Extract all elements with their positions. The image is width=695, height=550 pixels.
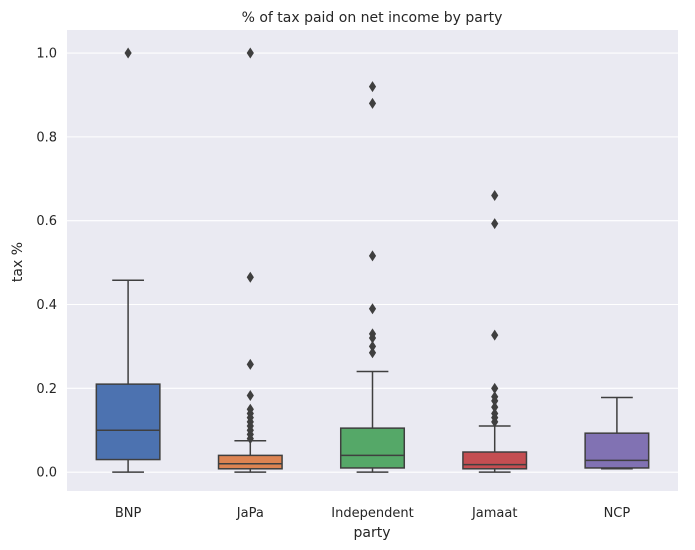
outlier-point — [368, 250, 377, 262]
y-tick-label: 0.4 — [36, 298, 57, 313]
outlier-point — [368, 332, 377, 344]
outlier-point — [491, 329, 499, 341]
outlier-point — [491, 395, 499, 407]
outlier-point — [246, 47, 254, 59]
y-tick-labels: 0.0 0.2 0.4 0.6 0.8 1.0 — [36, 47, 57, 481]
box-group — [217, 47, 283, 473]
x-tick-label: Jamaat — [471, 506, 518, 521]
x-axis-label: party — [354, 525, 391, 541]
outlier-point — [491, 416, 499, 428]
outlier-point — [246, 271, 254, 283]
box-group — [95, 47, 161, 473]
x-tick-labels: BNP JaPa Independent Jamaat NCP — [115, 506, 631, 521]
outlier-point — [246, 433, 254, 445]
outlier-point — [124, 47, 132, 59]
outlier-point — [246, 389, 254, 401]
outlier-point — [491, 190, 499, 202]
outlier-point — [246, 358, 254, 370]
box-iqr — [462, 451, 528, 470]
outlier-point — [491, 218, 499, 230]
box-iqr — [217, 454, 283, 470]
x-tick-label: Independent — [331, 506, 413, 521]
x-tick-label: JaPa — [236, 506, 264, 521]
outlier-point — [368, 97, 377, 109]
outlier-point — [491, 382, 499, 394]
y-tick-label: 1.0 — [36, 47, 57, 62]
x-tick-label: NCP — [604, 506, 631, 521]
box-iqr — [339, 427, 406, 469]
box-group — [462, 190, 528, 473]
y-tick-label: 0.2 — [36, 382, 57, 397]
box-iqr — [584, 432, 650, 469]
y-axis-label: tax % — [10, 242, 26, 282]
y-tick-label: 0.0 — [36, 466, 57, 481]
y-tick-label: 0.6 — [36, 214, 57, 229]
x-tick-label: BNP — [115, 506, 142, 521]
chart-title: % of tax paid on net income by party — [242, 10, 503, 26]
outlier-point — [368, 347, 377, 359]
outlier-point — [368, 81, 377, 93]
outlier-point — [368, 303, 377, 315]
box-group — [339, 81, 406, 473]
outlier-point — [368, 340, 377, 352]
box-series — [95, 47, 650, 473]
outlier-point — [491, 401, 499, 413]
y-tick-label: 0.8 — [36, 130, 57, 145]
box-group — [584, 396, 650, 470]
box-iqr — [95, 383, 161, 461]
